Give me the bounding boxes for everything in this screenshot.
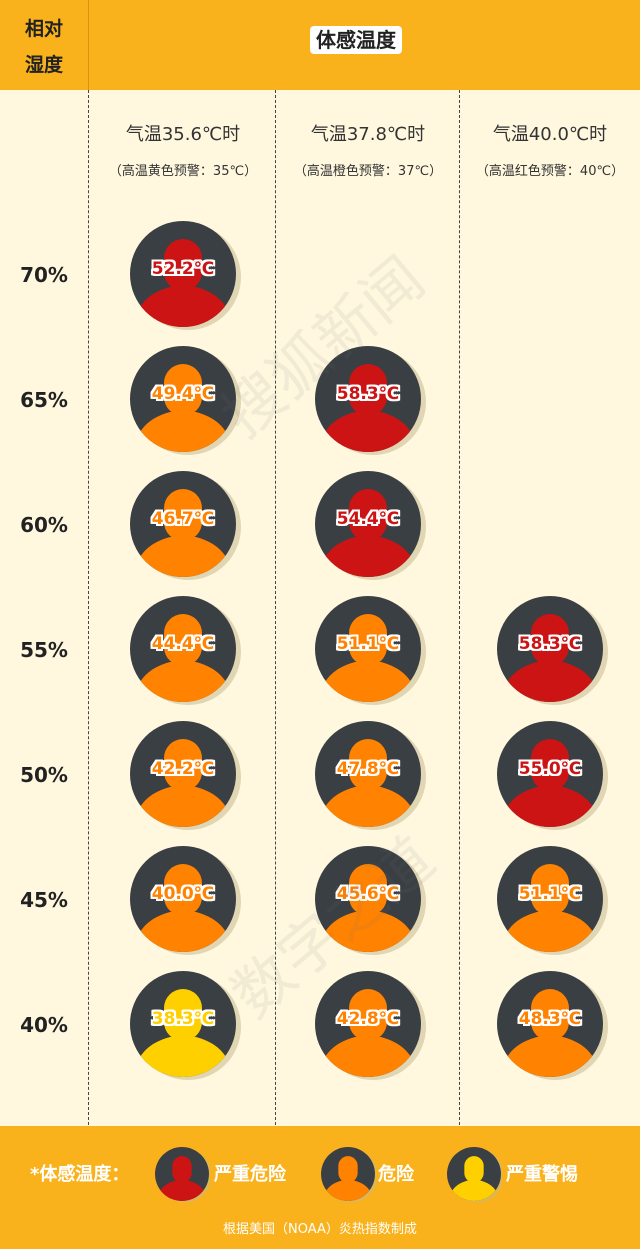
legend-label: 危险 (378, 1164, 414, 1185)
heat-index-cell: 48.3℃ (495, 969, 608, 1080)
legend-title: *体感温度： (30, 1164, 130, 1185)
person-orange-icon (130, 346, 241, 455)
row-label-humidity: 45% (20, 888, 68, 912)
row-header-cell: 相对 湿度 (0, 0, 89, 90)
column-divider (459, 90, 460, 1125)
heat-index-value: 38.3℃ (151, 1009, 215, 1029)
heat-index-cell: 49.4℃ (128, 344, 241, 455)
column-subtitle: （高温黄色预警：35℃） (108, 164, 258, 179)
row-header-label-2: 湿度 (24, 54, 63, 76)
row-header-label-1: 相对 (24, 18, 63, 40)
legend-label: 严重警惕 (506, 1164, 578, 1185)
heat-index-value: 49.4℃ (151, 384, 215, 404)
legend-icon-yellow (446, 1146, 504, 1203)
column-divider (275, 90, 276, 1125)
chart-title: 体感温度 (310, 26, 402, 54)
heat-index-cell: 42.8℃ (313, 969, 426, 1080)
row-label-humidity: 65% (20, 388, 68, 412)
legend-icon-orange (320, 1146, 378, 1203)
legend-icon-red (154, 1146, 212, 1203)
person-red-icon (130, 221, 241, 330)
column-subtitle: （高温橙色预警：37℃） (293, 164, 443, 179)
person-orange-icon (315, 596, 426, 705)
heat-index-cell: 44.4℃ (128, 594, 241, 705)
person-yellow-icon (447, 1147, 504, 1203)
row-label-humidity: 55% (20, 638, 68, 662)
heat-index-value: 48.3℃ (518, 1009, 582, 1029)
heat-index-value: 47.8℃ (336, 759, 400, 779)
person-orange-icon (497, 971, 608, 1080)
heat-index-cell: 55.0℃ (495, 719, 608, 830)
person-orange-icon (315, 971, 426, 1080)
heat-index-value: 44.4℃ (151, 634, 215, 654)
person-red-icon (315, 346, 426, 455)
heat-index-cell: 42.2℃ (128, 719, 241, 830)
person-yellow-icon (130, 971, 241, 1080)
heat-index-cell: 45.6℃ (313, 844, 426, 955)
person-red-icon (497, 721, 608, 830)
column-header-2: 气温37.8℃时 （高温橙色预警：37℃） (278, 120, 458, 179)
heat-index-value: 42.8℃ (336, 1009, 400, 1029)
heat-index-value: 58.3℃ (336, 384, 400, 404)
heat-index-value: 51.1℃ (518, 884, 582, 904)
person-orange-icon (321, 1147, 378, 1203)
heat-index-value: 52.2℃ (151, 259, 215, 279)
heat-index-cell: 58.3℃ (495, 594, 608, 705)
column-header-3: 气温40.0℃时 （高温红色预警：40℃） (460, 120, 640, 179)
row-label-humidity: 40% (20, 1013, 68, 1037)
heat-index-cell: 40.0℃ (128, 844, 241, 955)
heat-index-cell: 47.8℃ (313, 719, 426, 830)
person-orange-icon (497, 846, 608, 955)
heat-index-value: 46.7℃ (151, 509, 215, 529)
row-label-humidity: 50% (20, 763, 68, 787)
person-red-icon (315, 471, 426, 580)
source-note: 根据美国（NOAA）炎热指数制成 (223, 1222, 417, 1237)
heat-index-cell: 54.4℃ (313, 469, 426, 580)
heat-index-value: 45.6℃ (336, 884, 400, 904)
heat-index-value: 40.0℃ (151, 884, 215, 904)
heat-index-value: 42.2℃ (151, 759, 215, 779)
person-orange-icon (130, 846, 241, 955)
heat-index-cell: 38.3℃ (128, 969, 241, 1080)
column-title: 气温37.8℃时 (310, 124, 426, 145)
heat-index-value: 58.3℃ (518, 634, 582, 654)
column-header-1: 气温35.6℃时 （高温黄色预警：35℃） (93, 120, 273, 179)
person-red-icon (497, 596, 608, 705)
row-label-humidity: 70% (20, 263, 68, 287)
heat-index-cell: 46.7℃ (128, 469, 241, 580)
person-orange-icon (130, 721, 241, 830)
person-orange-icon (315, 846, 426, 955)
column-subtitle: （高温红色预警：40℃） (475, 164, 625, 179)
heat-index-cell: 51.1℃ (313, 594, 426, 705)
header-bar: 相对 湿度 体感温度 (0, 0, 640, 90)
heat-index-value: 51.1℃ (336, 634, 400, 654)
heat-index-value: 54.4℃ (336, 509, 400, 529)
column-divider (88, 90, 89, 1125)
heat-index-cell: 52.2℃ (128, 219, 241, 330)
heat-index-value: 55.0℃ (518, 759, 582, 779)
row-label-humidity: 60% (20, 513, 68, 537)
person-orange-icon (315, 721, 426, 830)
person-red-icon (155, 1147, 212, 1203)
heat-index-cell: 58.3℃ (313, 344, 426, 455)
legend-label: 严重危险 (214, 1164, 286, 1185)
heat-index-cell: 51.1℃ (495, 844, 608, 955)
person-orange-icon (130, 596, 241, 705)
column-title: 气温40.0℃时 (492, 124, 608, 145)
person-orange-icon (130, 471, 241, 580)
legend-bar: *体感温度： 严重危险 危险 严重警惕 根据美国（NOAA）炎热指数制成 (0, 1126, 640, 1249)
column-title: 气温35.6℃时 (125, 124, 241, 145)
